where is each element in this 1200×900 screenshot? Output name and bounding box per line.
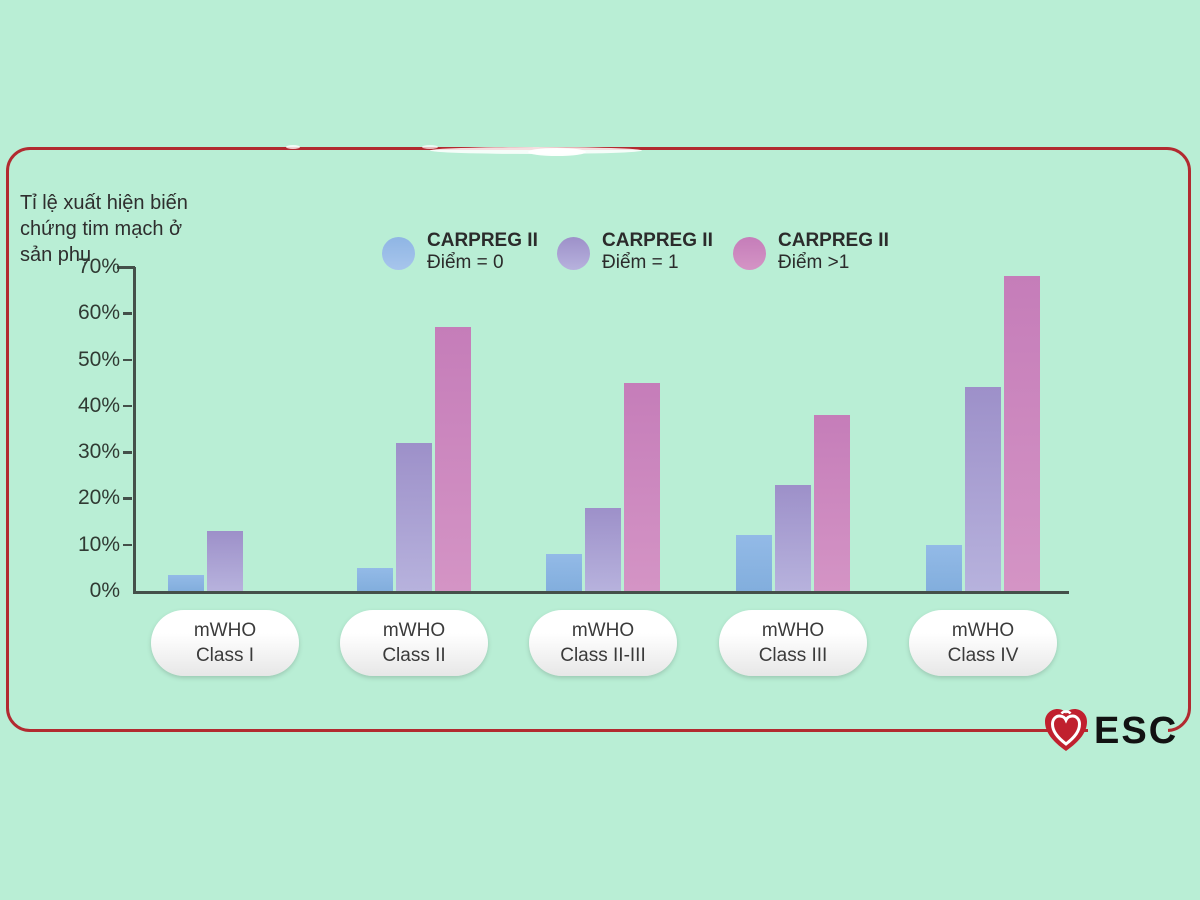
category-pill-label: Class II <box>382 645 446 666</box>
y-tick-label: 30% <box>77 440 120 464</box>
bar-mwho-class-ii-iii-s1 <box>585 507 621 591</box>
bar-mwho-class-iii-s2 <box>814 415 850 591</box>
y-tick-mark <box>123 312 132 315</box>
category-pill-5: mWHO Class IV <box>909 610 1057 676</box>
bar-mwho-class-ii-s0 <box>357 567 393 591</box>
y-tick-mark <box>123 404 132 408</box>
esc-logo-text: ESC <box>1094 710 1179 752</box>
y-tick-label: 40% <box>77 393 120 417</box>
category-pill-label: Class II-III <box>560 645 646 666</box>
legend-item-score-0: CARPREG II Điểm = 0 <box>382 230 538 274</box>
chart-title-line: chứng tim mạch ở <box>20 218 183 240</box>
white-artifact <box>286 145 300 149</box>
y-tick-label: 60% <box>77 301 120 325</box>
bar-mwho-class-ii-iii-s0 <box>546 553 582 591</box>
legend-swatch-blue <box>382 237 415 270</box>
bar-mwho-class-iv-s0 <box>926 544 962 591</box>
category-pill-label: mWHO <box>193 620 257 641</box>
y-tick-mark <box>123 497 132 500</box>
y-axis-top-bracket <box>117 266 135 269</box>
category-pill-4: mWHO Class III <box>719 610 867 676</box>
bar-mwho-class-ii-iii-s2 <box>624 382 660 591</box>
category-pill-1: mWHO Class I <box>151 610 299 676</box>
chart-title-line: sản phụ <box>20 244 92 266</box>
bar-mwho-class-ii-s2 <box>435 327 471 591</box>
category-pill-label: mWHO <box>382 620 446 641</box>
category-pill-label: Class I <box>195 645 255 666</box>
white-artifact <box>422 145 438 149</box>
bar-mwho-class-iii-s0 <box>736 535 772 591</box>
legend-score: Điểm = 1 <box>602 252 679 273</box>
bar-mwho-class-iv-s1 <box>965 387 1001 591</box>
esc-logo-backdrop <box>1088 720 1168 744</box>
bar-mwho-class-iv-s2 <box>1004 276 1040 591</box>
y-axis-line <box>133 267 136 591</box>
legend-swatch-pink <box>733 237 766 270</box>
y-tick-mark <box>123 358 132 362</box>
category-pill-label: mWHO <box>571 620 635 641</box>
y-tick-label: 70% <box>77 255 120 278</box>
y-tick-mark <box>123 451 132 454</box>
category-pill-label: Class III <box>758 645 828 666</box>
bar-mwho-class-i-s0 <box>168 574 204 591</box>
y-tick-mark <box>123 543 132 547</box>
bar-mwho-class-ii-s1 <box>396 442 432 591</box>
y-tick-label: 50% <box>77 347 120 371</box>
esc-heart-icon <box>1040 704 1092 756</box>
category-pill-label: mWHO <box>761 620 825 641</box>
legend-name: CARPREG II <box>602 230 713 251</box>
legend-item-score-gt1: CARPREG II Điểm >1 <box>733 230 889 274</box>
y-tick-label: 10% <box>77 532 120 556</box>
category-pill-2: mWHO Class II <box>340 610 488 676</box>
legend-name: CARPREG II <box>778 230 889 251</box>
legend-name: CARPREG II <box>427 230 538 251</box>
chart-title: Tỉ lệ xuất hiện biến chứng tim mạch ở sả… <box>20 190 188 268</box>
x-axis-line <box>133 591 1069 594</box>
legend-score: Điểm >1 <box>778 252 850 273</box>
bar-mwho-class-i-s1 <box>207 530 243 591</box>
category-pill-3: mWHO Class II-III <box>529 610 677 676</box>
legend-swatch-purple <box>557 237 590 270</box>
y-tick-label: 0% <box>89 579 120 602</box>
category-pill-label: mWHO <box>951 620 1015 641</box>
chart-title-line: Tỉ lệ xuất hiện biến <box>20 192 188 214</box>
legend-score: Điểm = 0 <box>427 252 504 273</box>
legend-item-score-1: CARPREG II Điểm = 1 <box>557 230 713 274</box>
white-artifact <box>528 148 586 156</box>
y-tick-label: 20% <box>77 486 120 510</box>
bar-mwho-class-iii-s1 <box>775 484 811 591</box>
category-pill-label: Class IV <box>947 645 1019 666</box>
